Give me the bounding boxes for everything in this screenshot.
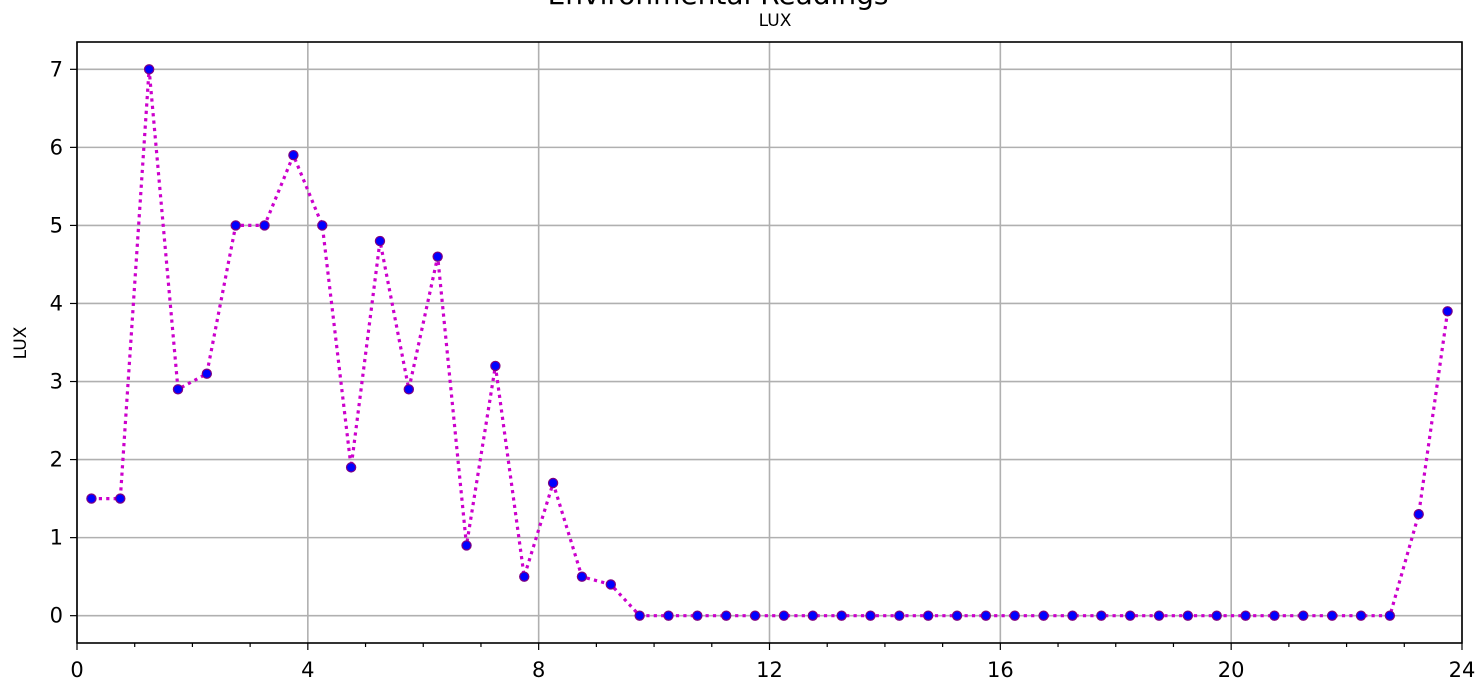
data-point: [490, 360, 501, 372]
x-tick-label: 0: [70, 658, 83, 682]
data-point: [951, 610, 963, 621]
data-point: [1298, 610, 1309, 621]
y-tick-label: 0: [50, 604, 63, 628]
data-point: [461, 540, 472, 551]
data-point: [1182, 610, 1194, 621]
data-point: [576, 571, 588, 582]
data-point: [403, 384, 415, 395]
data-point: [807, 610, 818, 621]
data-point: [230, 220, 241, 231]
y-tick-label: 7: [50, 57, 63, 81]
data-point: [201, 368, 213, 379]
y-tick-label: 5: [50, 213, 63, 237]
data-point: [259, 220, 270, 231]
data-point: [1384, 610, 1396, 621]
data-point: [1413, 509, 1424, 520]
data-point: [1355, 610, 1367, 621]
grid: [76, 42, 1463, 643]
data-point: [1067, 610, 1078, 621]
y-tick-label: 3: [50, 370, 63, 394]
data-point: [288, 149, 299, 161]
data-point: [865, 610, 876, 621]
data-point: [345, 462, 357, 473]
data-point: [1124, 610, 1136, 621]
data-point: [547, 477, 559, 489]
data-point: [894, 610, 905, 621]
x-tick-label: 20: [1218, 658, 1245, 682]
chart-subtitle: LUX: [759, 11, 792, 31]
data-point: [86, 493, 97, 504]
data-point: [721, 610, 732, 621]
data-point: [1326, 610, 1338, 621]
x-tick-label: 8: [532, 658, 545, 682]
data-point: [172, 384, 184, 395]
data-point: [1009, 610, 1020, 621]
data-point: [778, 610, 790, 621]
data-point: [1153, 610, 1165, 621]
data-point: [1240, 610, 1251, 621]
data-point: [432, 251, 443, 262]
data-series: [86, 64, 1453, 621]
data-point: [634, 610, 645, 621]
data-point: [1269, 610, 1280, 621]
data-point: [1211, 610, 1222, 621]
data-point: [922, 610, 934, 621]
y-axis-label: LUX: [11, 326, 31, 359]
data-point: [519, 571, 530, 582]
y-tick-label: 1: [50, 526, 63, 550]
y-tick-label: 6: [50, 135, 63, 159]
x-tick-label: 24: [1449, 658, 1476, 682]
series-line: [91, 69, 1450, 618]
data-point: [692, 610, 703, 621]
data-point: [1096, 610, 1107, 621]
data-point: [980, 610, 992, 621]
data-point: [749, 610, 761, 621]
y-tick-label: 2: [50, 448, 63, 472]
data-point: [605, 579, 617, 590]
data-point: [836, 610, 847, 621]
data-point: [1442, 306, 1453, 317]
x-tick-label: 4: [301, 658, 314, 682]
x-tick-label: 12: [756, 658, 783, 682]
data-point: [115, 493, 126, 504]
data-point: [374, 235, 386, 247]
x-tick-label: 16: [987, 658, 1014, 682]
data-point: [1038, 610, 1049, 621]
data-point: [143, 64, 155, 75]
y-tick-label: 4: [50, 291, 63, 315]
data-point: [317, 220, 328, 231]
plot-frame: [76, 41, 1463, 644]
data-point: [663, 610, 674, 621]
chart-title: Environmental Readings: [548, 0, 889, 11]
